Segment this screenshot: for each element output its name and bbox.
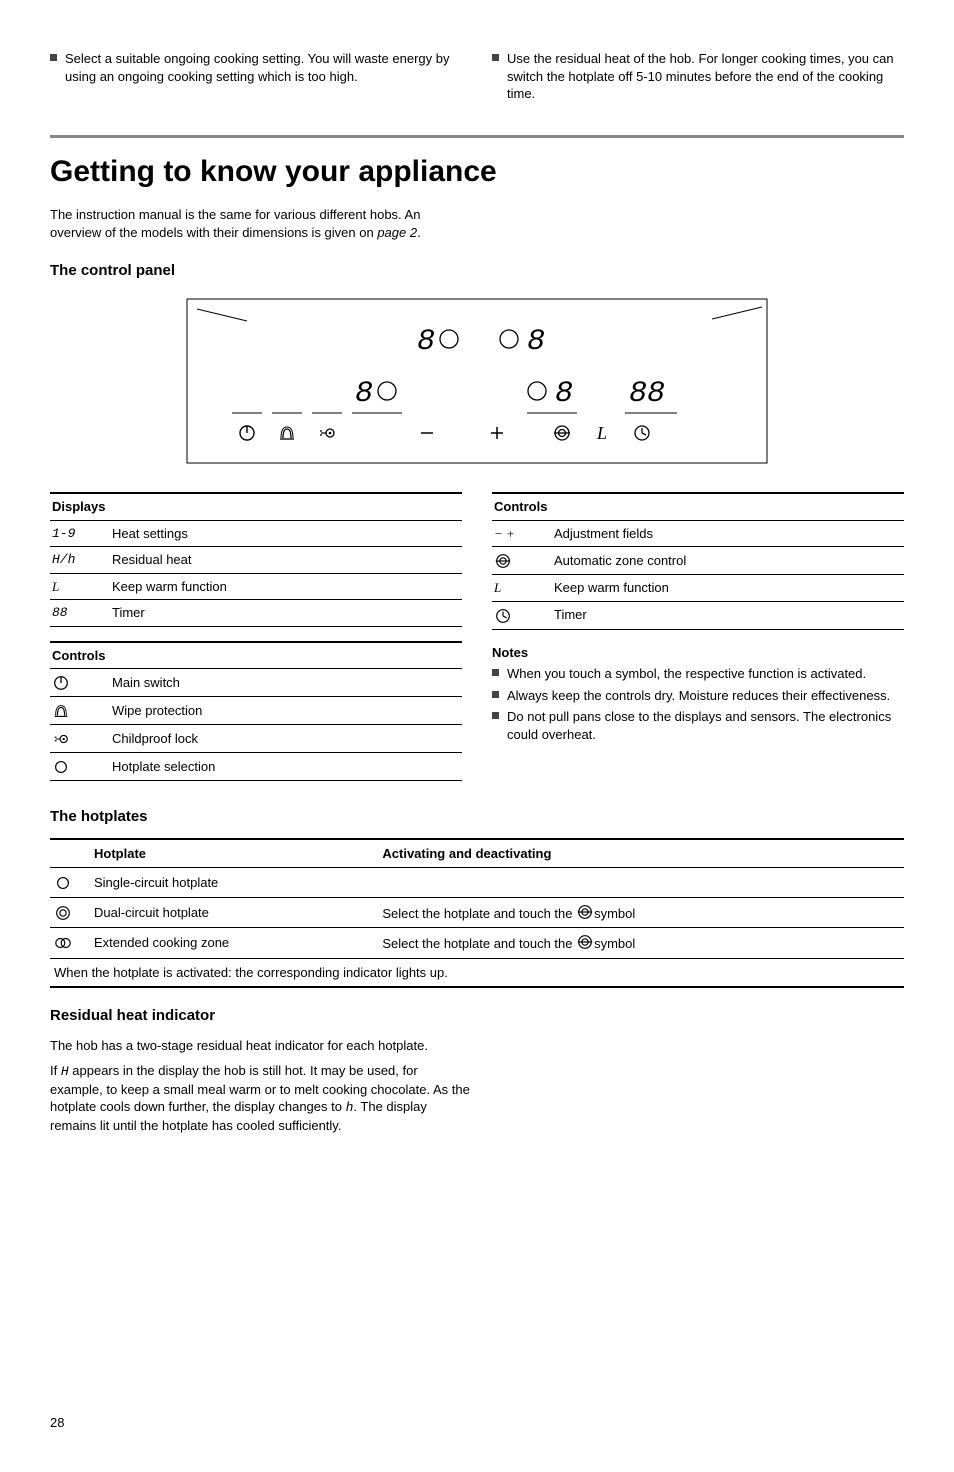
svg-text:8: 8 <box>355 377 373 411</box>
lock-icon <box>52 730 70 748</box>
intro-a: The instruction manual is the same for v… <box>50 207 420 240</box>
control-label: Main switch <box>110 669 462 697</box>
single-circuit-icon <box>54 874 72 892</box>
hotplate-col-a: Hotplate <box>90 839 378 868</box>
control-label: Adjustment fields <box>552 520 904 547</box>
wipe-icon <box>52 702 70 720</box>
control-label: Hotplate selection <box>110 753 462 781</box>
dual-circuit-icon <box>54 904 72 922</box>
hotplate-act: Select the hotplate and touch the symbol <box>378 928 904 959</box>
display-sym: 1-9 <box>50 520 110 547</box>
note-item: Always keep the controls dry. Moisture r… <box>507 687 890 705</box>
control-label: Keep warm function <box>552 575 904 602</box>
keepwarm-sym: L <box>492 575 552 602</box>
tip-left: Select a suitable ongoing cooking settin… <box>65 50 462 85</box>
hotplates-table: Hotplate Activating and deactivating Sin… <box>50 838 904 989</box>
heading-hotplates: The hotplates <box>50 807 904 827</box>
bullet-icon <box>492 691 499 698</box>
svg-text:8: 8 <box>555 377 573 411</box>
svg-text:8: 8 <box>417 325 435 359</box>
autozone-icon <box>576 903 594 921</box>
display-label: Timer <box>110 600 462 627</box>
note-item: Do not pull pans close to the displays a… <box>507 708 904 743</box>
bullet-icon <box>50 54 57 61</box>
autozone-icon <box>494 552 512 570</box>
hotplate-col-b: Activating and deactivating <box>378 839 904 868</box>
power-icon <box>52 674 70 692</box>
heading-control-panel: The control panel <box>50 261 904 281</box>
act-post: symbol <box>594 936 635 951</box>
controls-table-left: Controls Main switch Wipe protection Chi… <box>50 641 462 782</box>
intro-b: page 2 <box>377 225 417 240</box>
displays-table: Displays 1-9Heat settings H/hResidual he… <box>50 492 462 627</box>
control-panel-diagram: 8 8 8 8 88 L <box>50 291 904 476</box>
adjust-sym: − + <box>492 520 552 547</box>
act-pre: Select the hotplate and touch the <box>382 906 576 921</box>
svg-text:88: 88 <box>629 377 665 411</box>
note-item: When you touch a symbol, the respective … <box>507 665 866 683</box>
bullet-icon <box>492 712 499 719</box>
controls-table-right: Controls − +Adjustment fields Automatic … <box>492 492 904 630</box>
res-a: If <box>50 1063 61 1078</box>
top-tips: Select a suitable ongoing cooking settin… <box>50 50 904 107</box>
residual-p1: The hob has a two-stage residual heat in… <box>50 1037 470 1055</box>
residual-body: The hob has a two-stage residual heat in… <box>50 1037 470 1135</box>
hotplate-act <box>378 868 904 898</box>
heading-residual: Residual heat indicator <box>50 1006 904 1026</box>
residual-p2: If H appears in the display the hob is s… <box>50 1062 470 1134</box>
intro-text: The instruction manual is the same for v… <box>50 206 470 241</box>
notes-title: Notes <box>492 644 904 662</box>
controls1-title: Controls <box>50 642 462 669</box>
control-label: Automatic zone control <box>552 547 904 575</box>
control-label: Wipe protection <box>110 697 462 725</box>
bullet-icon <box>492 669 499 676</box>
act-post: symbol <box>594 906 635 921</box>
hotplate-name: Dual-circuit hotplate <box>90 897 378 928</box>
display-sym: 88 <box>50 600 110 627</box>
section-separator <box>50 135 904 138</box>
tip-right: Use the residual heat of the hob. For lo… <box>507 50 904 103</box>
svg-text:L: L <box>596 423 607 443</box>
hotplate-name: Single-circuit hotplate <box>90 868 378 898</box>
extended-zone-icon <box>54 934 72 952</box>
timer-icon <box>494 607 512 625</box>
bullet-icon <box>492 54 499 61</box>
res-H: H <box>61 1064 69 1079</box>
circle-icon <box>52 758 70 776</box>
page-title: Getting to know your appliance <box>50 152 904 193</box>
act-pre: Select the hotplate and touch the <box>382 936 576 951</box>
hotplate-act: Select the hotplate and touch the symbol <box>378 897 904 928</box>
autozone-icon <box>576 933 594 951</box>
display-label: Heat settings <box>110 520 462 547</box>
control-label: Childproof lock <box>110 725 462 753</box>
display-label: Keep warm function <box>110 573 462 600</box>
display-label: Residual heat <box>110 547 462 574</box>
hotplate-footer: When the hotplate is activated: the corr… <box>50 958 904 987</box>
hotplate-name: Extended cooking zone <box>90 928 378 959</box>
controls2-title: Controls <box>492 493 904 520</box>
control-label: Timer <box>552 601 904 629</box>
display-sym: L <box>50 573 110 600</box>
svg-text:8: 8 <box>527 325 545 359</box>
page-number: 28 <box>50 1414 904 1432</box>
intro-c: . <box>417 225 421 240</box>
display-sym: H/h <box>50 547 110 574</box>
displays-title: Displays <box>50 493 462 520</box>
